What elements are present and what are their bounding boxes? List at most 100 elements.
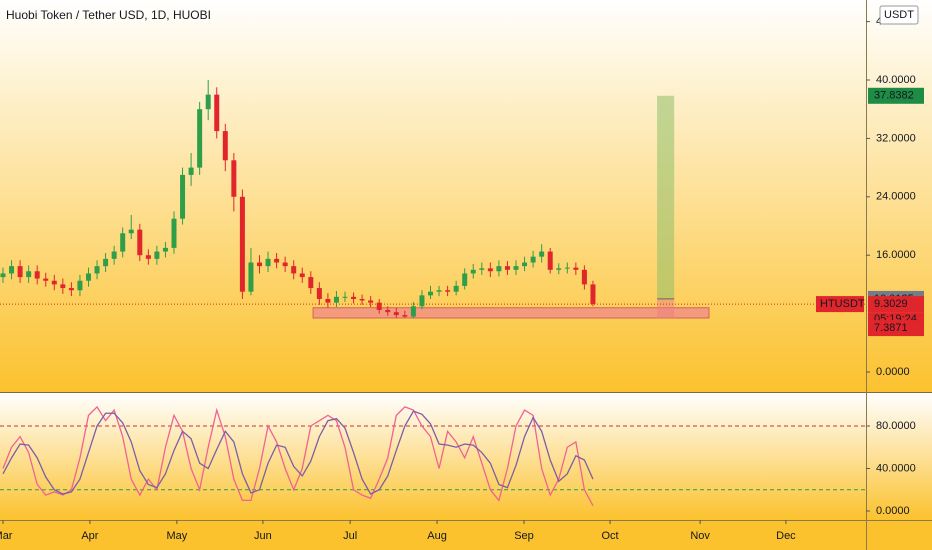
currency-label: USDT bbox=[884, 9, 914, 21]
candle-body bbox=[342, 296, 348, 298]
candle-body bbox=[34, 271, 40, 279]
symbol-box bbox=[816, 296, 864, 313]
y-tick-label: 40.0000 bbox=[876, 462, 916, 474]
candle-body bbox=[445, 290, 451, 292]
candle-body bbox=[539, 251, 545, 257]
candle-body bbox=[60, 284, 66, 289]
candle-body bbox=[222, 131, 228, 161]
chart-title: Huobi Token / Tether USD, 1D, HUOBI bbox=[6, 8, 211, 22]
position-target bbox=[657, 95, 675, 299]
position-stop bbox=[657, 298, 675, 319]
candle-body bbox=[154, 251, 160, 259]
y-tick-label: 0.0000 bbox=[876, 505, 910, 517]
candle-body bbox=[9, 266, 15, 274]
candle-body bbox=[402, 315, 408, 317]
target-label: 37.8382 bbox=[874, 90, 914, 102]
currency-box bbox=[879, 5, 919, 25]
y-tick-label: 16.0000 bbox=[876, 249, 916, 261]
candle-body bbox=[436, 290, 442, 292]
candle-body bbox=[351, 296, 357, 300]
last-price-label: 9.3029 bbox=[874, 298, 908, 310]
support-zone bbox=[312, 307, 710, 319]
stop-label: 7.3871 bbox=[874, 322, 908, 334]
candle-body bbox=[162, 247, 168, 252]
candle-body bbox=[316, 288, 322, 300]
candle-body bbox=[453, 285, 459, 292]
oscillator-line bbox=[2, 405, 594, 506]
candle-body bbox=[299, 273, 305, 278]
candle-body bbox=[214, 94, 220, 132]
candle-body bbox=[393, 312, 399, 316]
x-tick-label: Oct bbox=[601, 530, 618, 542]
candle-body bbox=[496, 266, 502, 272]
candle-body bbox=[94, 266, 100, 274]
candle-body bbox=[590, 284, 596, 305]
candle-body bbox=[325, 299, 331, 303]
stop-label-box bbox=[868, 320, 924, 337]
candle-body bbox=[51, 280, 57, 285]
candle-body bbox=[547, 251, 553, 270]
candle-body bbox=[205, 94, 211, 110]
oscillator-line bbox=[2, 410, 594, 495]
candle-body bbox=[410, 306, 416, 317]
candle-body bbox=[85, 273, 91, 281]
target-label-box bbox=[868, 87, 924, 104]
x-tick-label: Dec bbox=[776, 530, 796, 542]
x-tick-label: Sep bbox=[514, 530, 534, 542]
candle-body bbox=[171, 218, 177, 248]
candle-body bbox=[77, 280, 83, 291]
candle-body bbox=[274, 258, 280, 263]
x-tick-label: Aug bbox=[427, 530, 447, 542]
y-tick-label: 24.0000 bbox=[876, 191, 916, 203]
candle-body bbox=[333, 296, 339, 303]
candle-body bbox=[145, 255, 151, 259]
candle-body bbox=[428, 291, 434, 296]
main-pane bbox=[0, 0, 932, 392]
last-price-label-box bbox=[868, 296, 924, 313]
x-tick-label: Jun bbox=[254, 530, 272, 542]
candle-body bbox=[68, 288, 74, 291]
candle-body bbox=[111, 251, 117, 259]
x-tick-label: Mar bbox=[0, 530, 13, 542]
candle-body bbox=[0, 273, 6, 278]
candle-body bbox=[530, 256, 536, 263]
candle-body bbox=[308, 277, 314, 289]
x-tick-label: Jul bbox=[343, 530, 357, 542]
y-tick-label: 32.0000 bbox=[876, 132, 916, 144]
candle-body bbox=[385, 309, 391, 313]
plot: 0.000016.000024.000032.000040.000048.000… bbox=[0, 5, 924, 542]
candle-body bbox=[359, 299, 365, 301]
x-tick-label: Apr bbox=[81, 530, 98, 542]
candle-body bbox=[462, 273, 468, 286]
candle-body bbox=[376, 302, 382, 310]
candle-body bbox=[522, 262, 528, 267]
candle-body bbox=[137, 229, 143, 256]
candle-body bbox=[120, 233, 126, 252]
y-tick-label: 0.0000 bbox=[876, 366, 910, 378]
candle-body bbox=[231, 160, 237, 197]
candle-body bbox=[239, 196, 245, 292]
candle-body bbox=[470, 269, 476, 274]
candle-body bbox=[504, 266, 510, 270]
candle-body bbox=[197, 109, 203, 168]
candle-body bbox=[513, 266, 519, 270]
y-tick-label: 40.0000 bbox=[876, 74, 916, 86]
candle-body bbox=[556, 268, 562, 270]
candle-body bbox=[564, 267, 570, 269]
y-tick-label: 80.0000 bbox=[876, 420, 916, 432]
candle-body bbox=[43, 278, 49, 281]
candle-body bbox=[180, 174, 186, 219]
x-tick-label: May bbox=[166, 530, 187, 542]
candle-body bbox=[265, 258, 271, 267]
candle-body bbox=[17, 266, 23, 278]
candle-body bbox=[368, 300, 374, 303]
candle-body bbox=[419, 295, 425, 307]
candle-body bbox=[128, 229, 134, 234]
candle-body bbox=[479, 268, 485, 270]
candle-body bbox=[103, 258, 109, 267]
candle-body bbox=[581, 269, 587, 285]
oscillator-pane bbox=[0, 393, 932, 520]
x-tick-label: Nov bbox=[690, 530, 710, 542]
symbol-label: HTUSDT bbox=[820, 298, 865, 310]
